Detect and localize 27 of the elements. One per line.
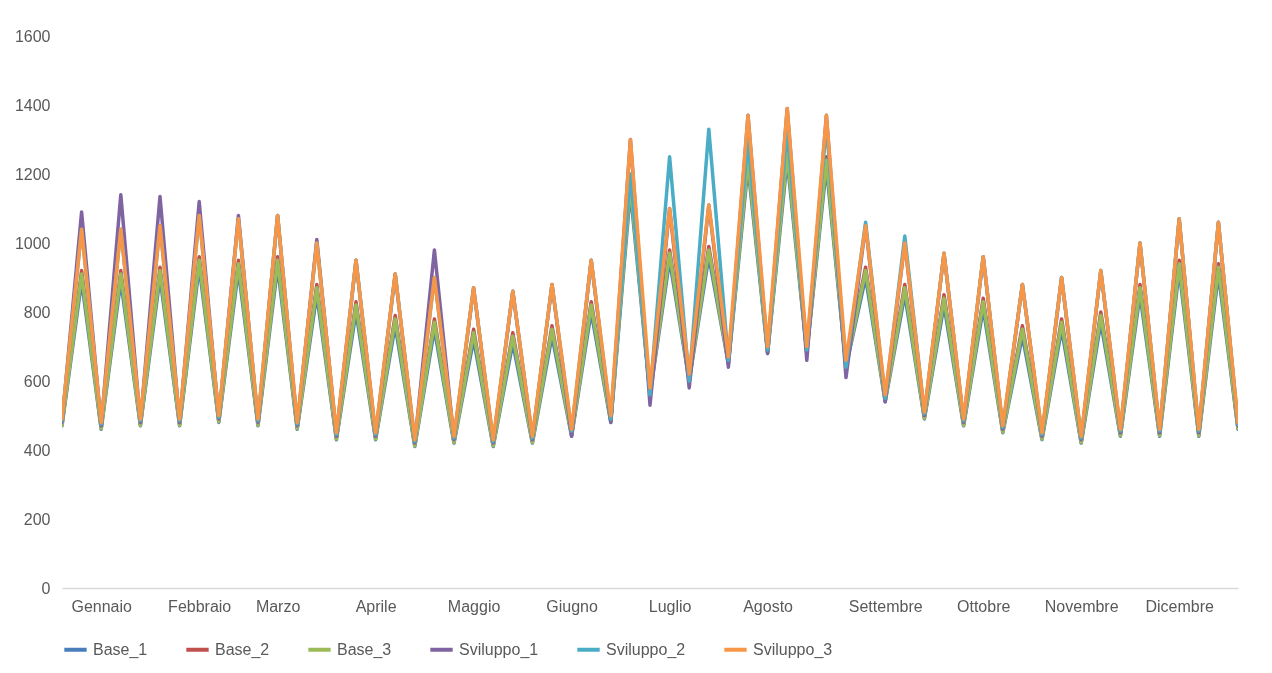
y-tick-label: 0	[41, 579, 51, 597]
x-tick-label: Dicembre	[1145, 597, 1215, 615]
x-tick-label: Settembre	[848, 597, 923, 615]
x-tick-label: Agosto	[743, 597, 794, 615]
y-tick-label: 1200	[14, 165, 51, 183]
y-tick-label: 800	[23, 303, 51, 321]
y-tick-label: 200	[23, 510, 51, 528]
x-tick-label: Ottobre	[957, 597, 1011, 615]
x-tick-label: Luglio	[648, 597, 692, 615]
x-tick-label: Aprile	[355, 597, 397, 615]
y-tick-label: 600	[23, 372, 51, 390]
y-tick-label: 1400	[14, 96, 51, 114]
x-tick-label: Febbraio	[168, 597, 232, 615]
legend-label: Base_3	[337, 640, 392, 659]
legend-label: Base_1	[93, 640, 148, 659]
legend-label: Sviluppo_2	[606, 640, 686, 659]
y-tick-label: 1600	[14, 27, 51, 45]
y-tick-label: 400	[23, 441, 51, 459]
legend-label: Sviluppo_1	[459, 640, 539, 659]
x-tick-label: Novembre	[1044, 597, 1119, 615]
x-tick-label: Maggio	[447, 597, 501, 615]
legend-label: Sviluppo_3	[753, 640, 833, 659]
x-tick-label: Giugno	[546, 597, 598, 615]
x-tick-label: Marzo	[255, 597, 301, 615]
x-tick-label: Gennaio	[71, 597, 133, 615]
legend-label: Base_2	[215, 640, 270, 659]
y-tick-label: 1000	[14, 234, 51, 252]
